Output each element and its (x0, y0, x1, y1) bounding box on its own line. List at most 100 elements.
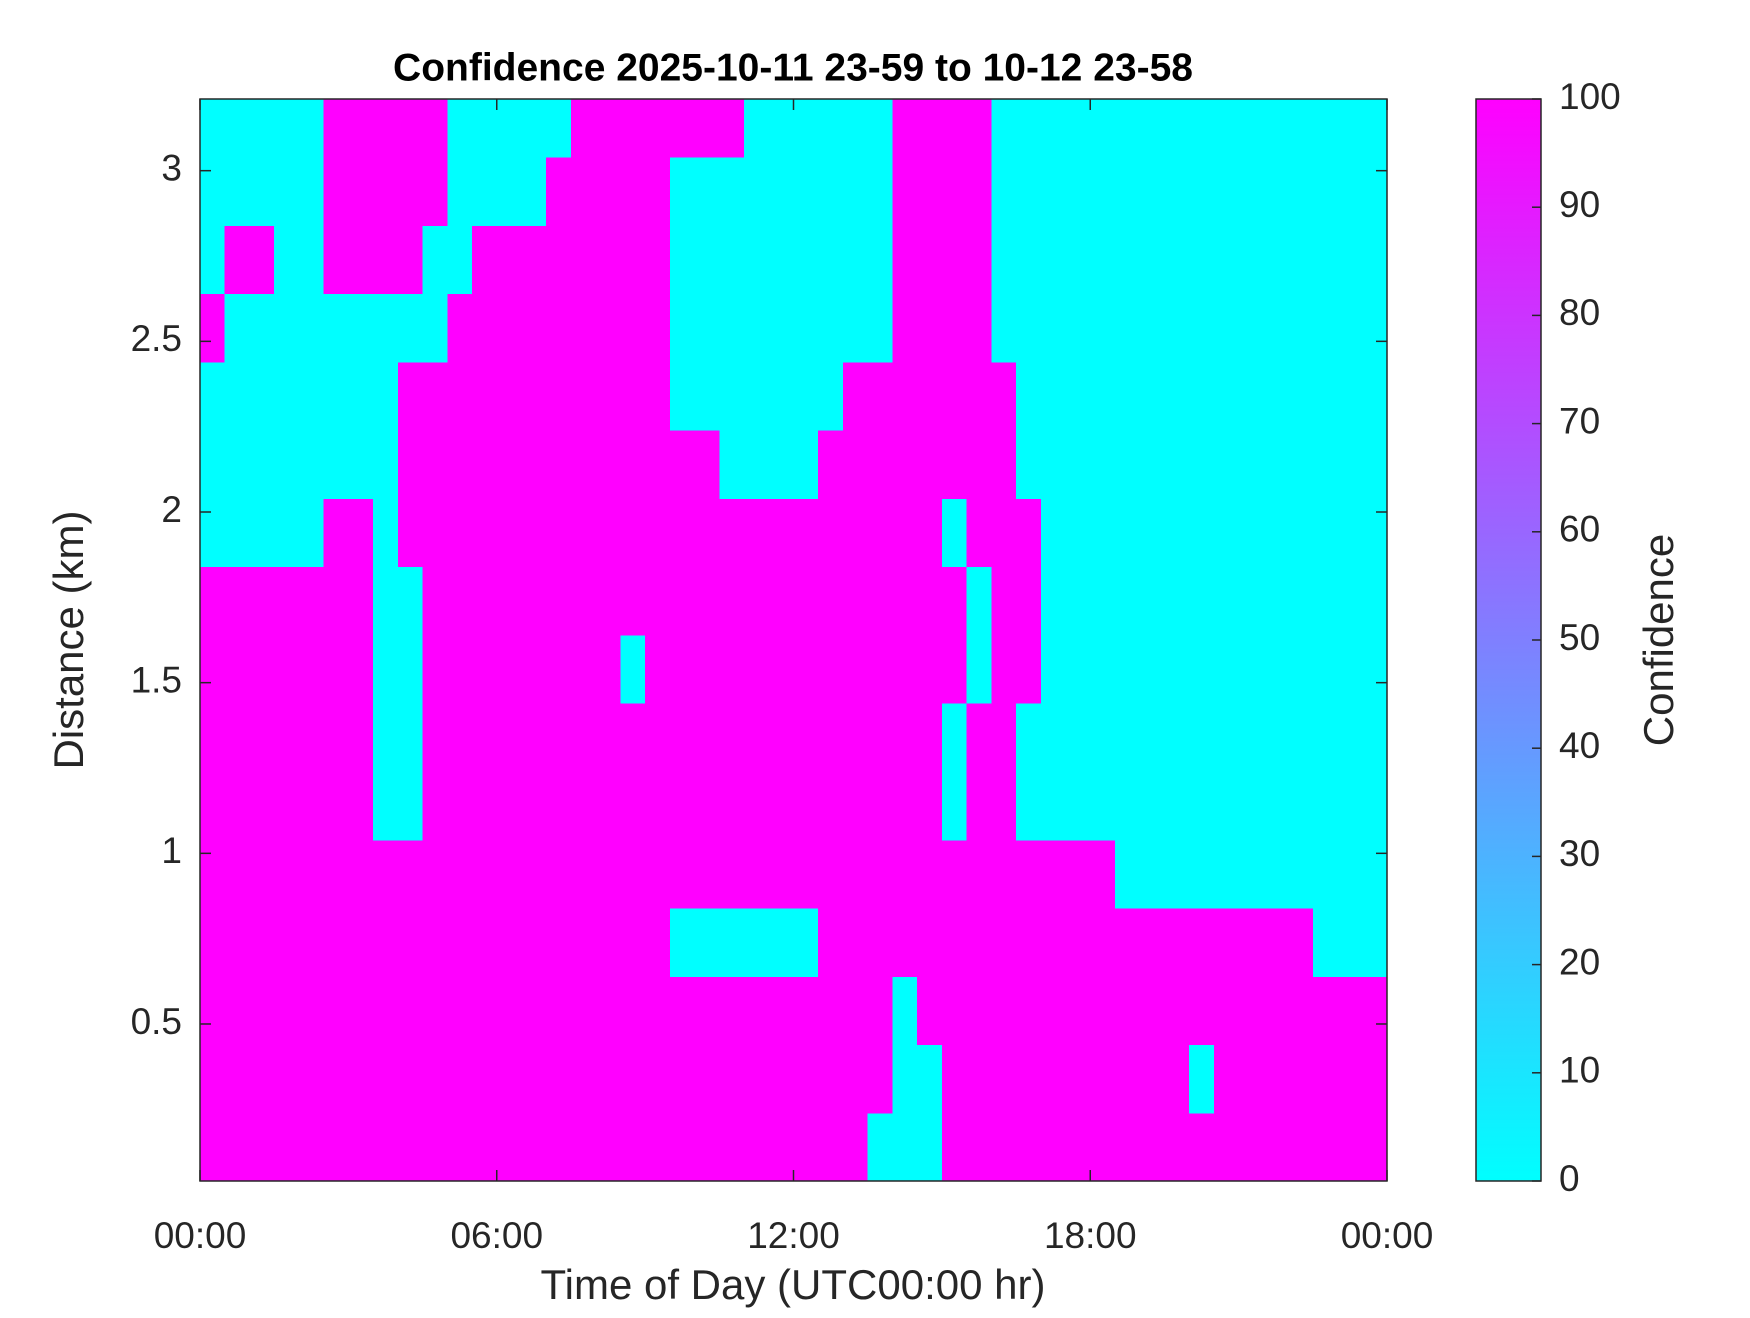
heatmap-cell (521, 225, 547, 295)
heatmap-cell (1312, 498, 1339, 568)
heatmap-cell (570, 771, 597, 841)
heatmap-cell (200, 771, 226, 841)
heatmap-cell (447, 157, 473, 226)
heatmap-cell (1263, 566, 1289, 636)
colorbar-tick-label: 70 (1559, 400, 1600, 441)
heatmap-cell (1016, 907, 1042, 977)
heatmap-cell (570, 976, 597, 1046)
heatmap-cell (1016, 293, 1042, 363)
heatmap-cell (496, 907, 523, 977)
heatmap-cell (1263, 703, 1289, 773)
heatmap-cell (570, 225, 597, 295)
heatmap-cell (249, 566, 275, 636)
heatmap-cell (1139, 907, 1166, 977)
heatmap-cell (570, 498, 597, 568)
colorbar-tick-label: 10 (1559, 1050, 1600, 1091)
heatmap-cell (719, 361, 745, 431)
heatmap-cell (645, 293, 671, 363)
heatmap-cell (1065, 361, 1091, 431)
heatmap-cell (496, 634, 523, 704)
heatmap-cell (1337, 1112, 1363, 1181)
heatmap-cell (570, 566, 597, 636)
heatmap-cell (1362, 976, 1387, 1046)
heatmap-cell (298, 157, 325, 226)
heatmap-cell (348, 839, 374, 909)
heatmap-cell (842, 634, 869, 704)
heatmap-cell (298, 907, 325, 977)
heatmap-cell (397, 634, 424, 704)
heatmap-cell (570, 839, 597, 909)
heatmap-cell (867, 634, 894, 704)
heatmap-cell (298, 430, 325, 499)
heatmap-cell (941, 634, 968, 704)
heatmap-cell (1040, 1044, 1067, 1114)
heatmap-cell (373, 634, 399, 704)
heatmap-cell (224, 771, 251, 841)
heatmap-cell (1362, 907, 1387, 977)
heatmap-cell (570, 703, 597, 773)
heatmap-cell (1288, 157, 1314, 226)
heatmap-cell (1213, 566, 1240, 636)
heatmap-cell (1213, 157, 1240, 226)
heatmap-cell (422, 907, 448, 977)
heatmap-cell (496, 225, 523, 295)
heatmap-cell (1164, 157, 1190, 226)
heatmap-cell (348, 771, 374, 841)
heatmap-cell (348, 976, 374, 1046)
heatmap-cell (917, 771, 943, 841)
heatmap-cell (249, 771, 275, 841)
heatmap-cell (546, 907, 572, 977)
heatmap-cell (1065, 498, 1091, 568)
heatmap-cell (793, 839, 819, 909)
heatmap-cell (941, 430, 968, 499)
heatmap-cell (595, 225, 621, 295)
heatmap-cell (842, 293, 869, 363)
heatmap-cell (694, 839, 720, 909)
heatmap-cell (1213, 1044, 1240, 1114)
heatmap-cell (1337, 361, 1363, 431)
heatmap-cell (991, 157, 1017, 226)
heatmap-cell (620, 1112, 646, 1181)
heatmap-cell (1213, 976, 1240, 1046)
heatmap-cell (1040, 361, 1067, 431)
heatmap-cell (620, 566, 646, 636)
heatmap-cell (941, 498, 968, 568)
heatmap-cell (818, 1044, 844, 1114)
heatmap-cell (620, 976, 646, 1046)
heatmap-cell (373, 976, 399, 1046)
heatmap-cell (1090, 430, 1116, 499)
heatmap-cell (744, 157, 770, 226)
heatmap-cell (1263, 976, 1289, 1046)
heatmap-cell (595, 976, 621, 1046)
heatmap-cell (867, 225, 894, 295)
heatmap-cell (397, 566, 424, 636)
heatmap-cell (1238, 1044, 1264, 1114)
heatmap-cell (397, 976, 424, 1046)
heatmap-cell (1040, 1112, 1067, 1181)
heatmap-cell (1189, 566, 1215, 636)
heatmap-cell (373, 225, 399, 295)
heatmap-cell (966, 430, 992, 499)
heatmap-cell (719, 225, 745, 295)
heatmap-cell (645, 1112, 671, 1181)
heatmap-cell (1065, 1044, 1091, 1114)
heatmap-cell (1312, 99, 1339, 158)
heatmap-cell (941, 361, 968, 431)
heatmap-cell (521, 430, 547, 499)
heatmap-cell (991, 771, 1017, 841)
heatmap-cell (447, 225, 473, 295)
heatmap-cell (1337, 430, 1363, 499)
heatmap-cell (1238, 976, 1264, 1046)
heatmap-cell (397, 703, 424, 773)
heatmap-cell (941, 225, 968, 295)
heatmap-cell (274, 839, 300, 909)
heatmap-cell (373, 99, 399, 158)
heatmap-cell (645, 839, 671, 909)
heatmap-cell (966, 771, 992, 841)
heatmap-cell (447, 771, 473, 841)
heatmap-cell (224, 1044, 251, 1114)
heatmap-cell (818, 703, 844, 773)
heatmap-cell (249, 225, 275, 295)
x-tick-label: 12:00 (747, 1215, 840, 1256)
heatmap-cell (1362, 1044, 1387, 1114)
